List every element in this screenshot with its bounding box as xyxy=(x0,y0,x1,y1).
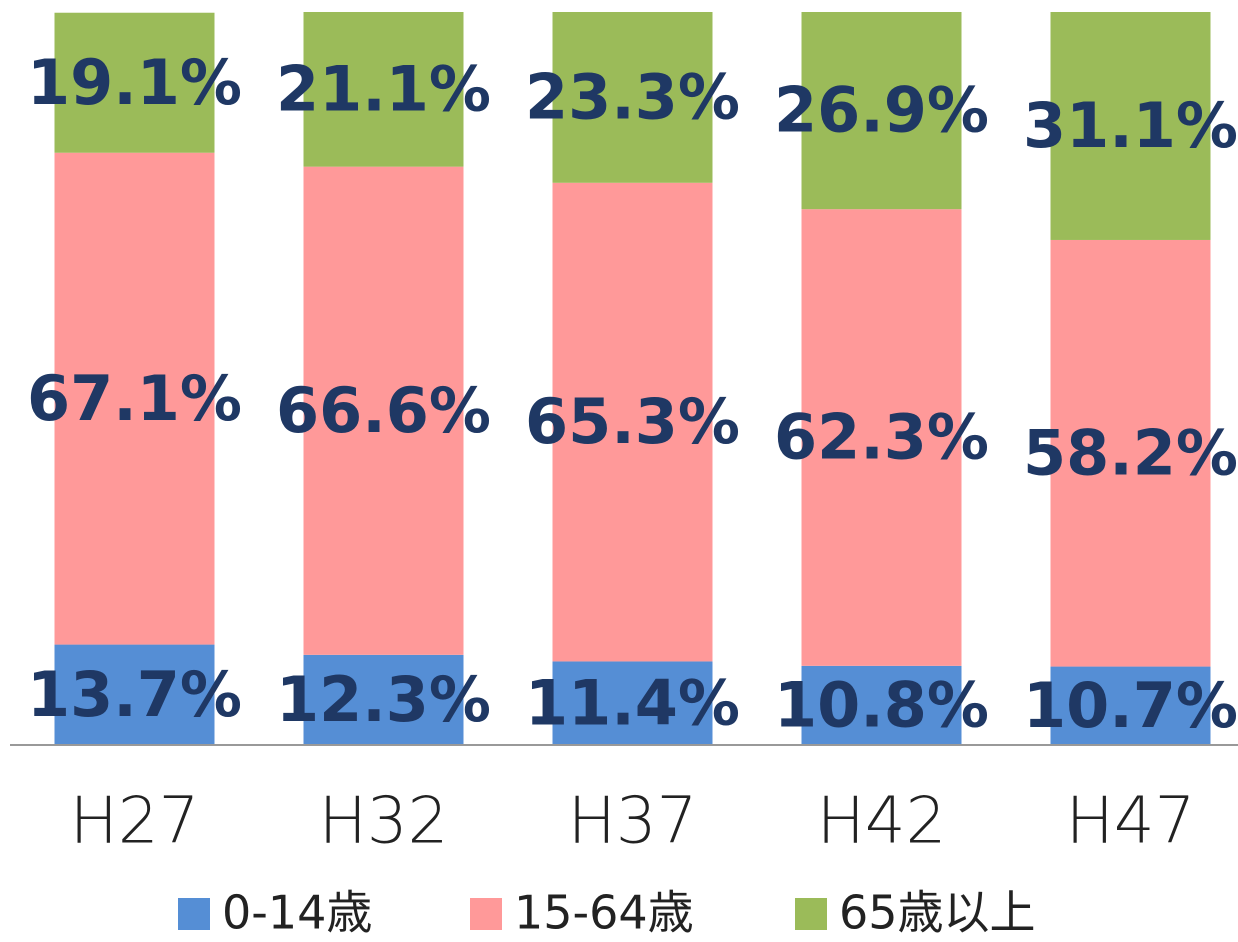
legend-swatch xyxy=(178,898,210,930)
legend-label: 0-14歳 xyxy=(222,886,372,940)
bar-segment xyxy=(1050,12,1211,240)
x-tick-label: H42 xyxy=(817,785,947,859)
bar-segment xyxy=(801,12,962,210)
bar-segment xyxy=(1050,666,1211,745)
data-label: 19.1% xyxy=(27,46,242,119)
data-label: 66.6% xyxy=(276,374,491,447)
data-label: 10.7% xyxy=(1023,669,1238,742)
bar-segment xyxy=(303,166,464,655)
bar-segment xyxy=(54,12,215,153)
bar-segment xyxy=(1050,239,1211,667)
bar-segment xyxy=(303,12,464,167)
bar-segment xyxy=(54,152,215,645)
data-label: 21.1% xyxy=(276,52,491,125)
x-tick-label: H37 xyxy=(568,785,698,859)
data-label: 31.1% xyxy=(1023,89,1238,162)
x-tick-label: H32 xyxy=(319,785,449,859)
legend-label: 15-64歳 xyxy=(514,886,694,940)
bar-segment xyxy=(54,644,215,745)
bar-segment xyxy=(552,12,713,183)
bar-segment xyxy=(801,209,962,666)
bar-segment xyxy=(801,665,962,745)
data-label: 58.2% xyxy=(1023,416,1238,489)
data-label: 23.3% xyxy=(525,60,740,133)
legend-swatch xyxy=(795,898,827,930)
data-label: 13.7% xyxy=(27,658,242,731)
data-label: 62.3% xyxy=(774,401,989,474)
legend-label: 65歳以上 xyxy=(839,886,1036,940)
x-tick-label: H47 xyxy=(1066,785,1196,859)
data-label: 11.4% xyxy=(525,666,740,739)
data-label: 12.3% xyxy=(276,663,491,736)
x-tick-label: H27 xyxy=(70,785,200,859)
bar-segment xyxy=(552,182,713,662)
legend-swatch xyxy=(470,898,502,930)
data-label: 67.1% xyxy=(27,362,242,435)
data-label: 26.9% xyxy=(774,74,989,147)
data-label: 65.3% xyxy=(525,385,740,458)
bar-segment xyxy=(303,654,464,745)
bar-segment xyxy=(552,661,713,745)
data-label: 10.8% xyxy=(774,669,989,742)
